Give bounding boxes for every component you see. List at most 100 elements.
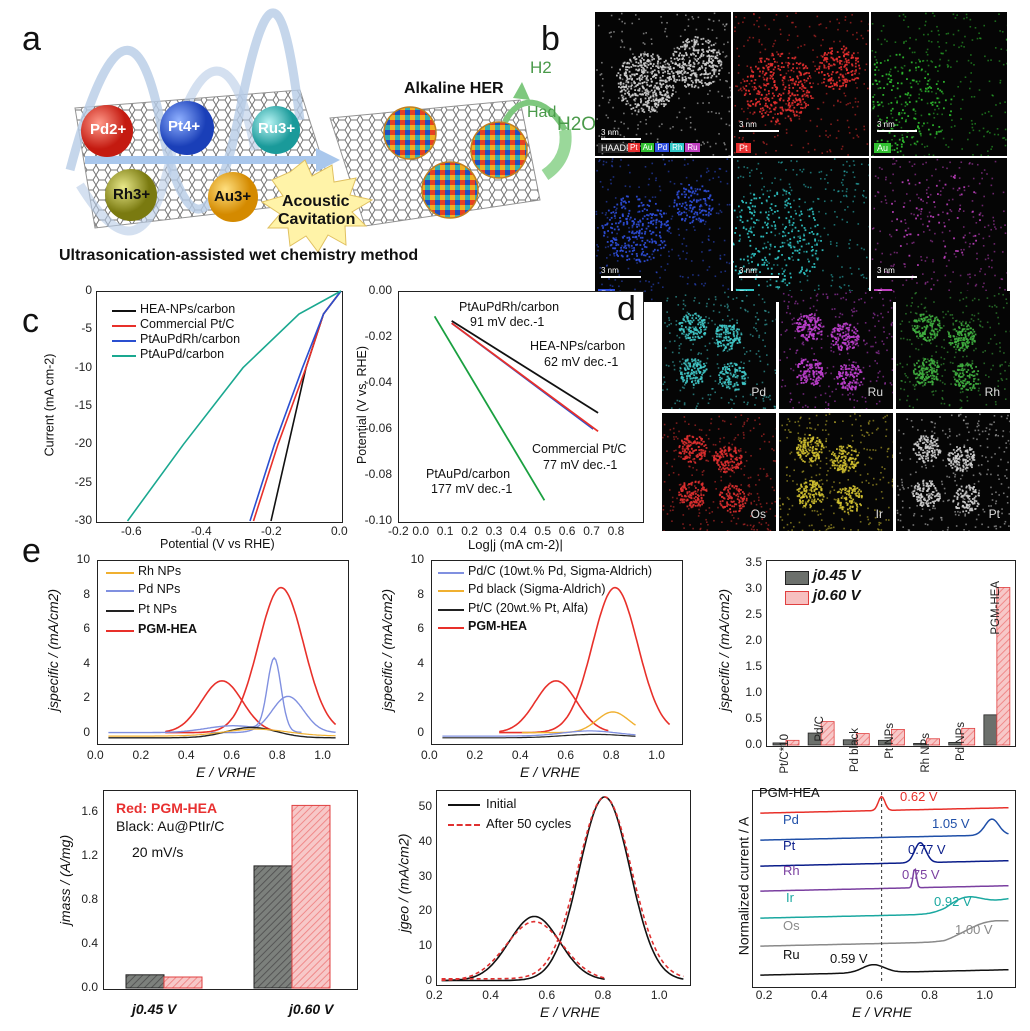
stacked-curve-rh xyxy=(760,868,1009,892)
tafel-ytick: -0.06 xyxy=(364,421,392,435)
cv2-ytick: 8 xyxy=(417,586,424,601)
lsv-ytick: 0 xyxy=(85,283,92,297)
panel-d-label: d xyxy=(617,290,636,328)
scale-bar-label: 3 nm xyxy=(877,120,895,129)
eds-tile-ru-dots xyxy=(871,158,1007,302)
lsv-xlabel: Potential (V vs RHE) xyxy=(160,537,275,551)
cv1-rh xyxy=(108,728,336,737)
eds-tile-pt: Pt 3 nm xyxy=(733,12,869,156)
lsv-swatch-ptaupd xyxy=(112,355,136,357)
eds-tile-os-dots xyxy=(662,414,776,531)
bar2-bar-black xyxy=(253,865,293,989)
bar2-cat-045: j0.45 V xyxy=(132,1001,177,1017)
had-label: Had xyxy=(527,104,557,121)
bar2-bar-red xyxy=(163,976,203,989)
cv1-xtick: 1.0 xyxy=(314,748,331,762)
lsv-swatch-hea xyxy=(112,310,136,312)
bar2-red-label: Red: PGM-HEA xyxy=(116,800,218,816)
lsv-ytick: -25 xyxy=(74,474,92,489)
stacked-row-name: Ru xyxy=(783,947,800,962)
cv2-swatch-pdc xyxy=(438,572,464,574)
eds-tile-ru: Ru3 nm xyxy=(871,158,1007,302)
bar2-ytick: 1.6 xyxy=(81,804,98,818)
eds-tile-pt-label: Pt xyxy=(736,143,751,153)
cv2-pgm-reverse xyxy=(499,680,609,733)
eds-tile-pd: Pd3 nm xyxy=(595,158,731,302)
bar1-bar-060 xyxy=(785,739,800,746)
stacked-peak-label: 0.77 V xyxy=(908,842,946,857)
stacked-xtick: 1.0 xyxy=(976,988,994,1002)
eds-tile-rh-label: Rh xyxy=(984,385,1000,399)
bar1-bar-060 xyxy=(926,738,940,746)
bar2-bar-red xyxy=(291,804,331,989)
lsv-swatch-ptc xyxy=(112,325,136,327)
scale-bar xyxy=(739,130,779,132)
tafel-xtick: 0.8 xyxy=(607,524,625,538)
cv1-legend-pt: Pt NPs xyxy=(138,602,177,616)
cv2-pdblack xyxy=(521,711,636,734)
tafel-xtick: 0.1 xyxy=(436,524,454,538)
tafel-xtick: -0.2 xyxy=(388,524,409,538)
lsv-legend-ptaupd: PtAuPd/carbon xyxy=(140,347,225,361)
stacked-curve-pgm-hea xyxy=(760,795,1009,814)
eds-tile-ir-label: Ir xyxy=(875,507,883,521)
cv2-ytick: 6 xyxy=(417,621,424,636)
cv2-legend-pdblack: Pd black (Sigma-Aldrich) xyxy=(468,582,606,596)
scale-bar-label: 3 nm xyxy=(739,266,757,275)
lsv-ytick: -30 xyxy=(74,513,92,527)
haadf-legend-item: Ru xyxy=(685,143,700,152)
lsv-ytick: -20 xyxy=(74,436,92,451)
cv3-legend-after: After 50 cycles xyxy=(486,816,572,831)
stacked-xtick: 0.2 xyxy=(755,988,773,1002)
tafel-ytick: -0.08 xyxy=(364,467,392,481)
tafel-xtick: 0.7 xyxy=(583,524,600,538)
bar1-bar-060 xyxy=(820,721,835,746)
bar1-ytick: 2.5 xyxy=(745,607,762,621)
tafel-series-3 xyxy=(433,315,546,501)
scale-bar-label: 3 nm xyxy=(877,266,895,275)
ion-au: Au3+ xyxy=(214,188,252,205)
cv1-swatch-pt xyxy=(106,610,134,612)
cv2-xtick: 0.4 xyxy=(511,748,529,762)
bar1-ytick: 1.0 xyxy=(745,685,762,699)
eds-tile-haadf-dots xyxy=(596,12,731,156)
cv3-ytick: 30 xyxy=(418,868,432,883)
cv2-legend-ptc: Pt/C (20wt.% Pt, Alfa) xyxy=(468,601,589,615)
stacked-xlabel: E / VRHE xyxy=(852,1004,912,1020)
bar2-ytick: 0.4 xyxy=(81,936,98,950)
cv3-ytick: 40 xyxy=(418,833,432,848)
cv1-pd-reverse xyxy=(210,695,336,734)
tafel-ann-ptaupdrh-name: PtAuPdRh/carbon xyxy=(459,300,560,314)
cv2-swatch-pdblack xyxy=(438,590,464,592)
stacked-row-name: Rh xyxy=(783,863,800,878)
cv2-ytick: 4 xyxy=(417,655,424,670)
eds-tile-rh: Rh xyxy=(896,291,1010,409)
eds-tile-ir: Ir xyxy=(779,413,893,531)
tafel-xtick: 0.6 xyxy=(558,524,576,538)
lsv-series-2 xyxy=(249,290,342,522)
bar2-ytick: 0.8 xyxy=(81,892,98,906)
bar1-ytick: 0.5 xyxy=(745,711,762,725)
cv1-swatch-pgm xyxy=(106,630,134,632)
cv3-xtick: 0.4 xyxy=(482,988,499,1002)
cv2-xtick: 0.6 xyxy=(557,748,575,762)
cv3-xtick: 0.6 xyxy=(538,988,556,1002)
ion-rh: Rh3+ xyxy=(113,186,151,203)
cv2-ytick: 2 xyxy=(417,690,424,705)
bar1-ytick: 2.0 xyxy=(745,633,762,647)
eds-tile-os: Os xyxy=(662,413,776,531)
cv3-xtick: 0.8 xyxy=(594,988,612,1002)
tafel-ann-ptc-slope: 77 mV dec.-1 xyxy=(543,458,618,472)
stacked-peak-label: 1.00 V xyxy=(955,922,993,937)
stacked-curve-ru xyxy=(760,963,1009,976)
cv2-ytick: 0 xyxy=(417,724,424,739)
tafel-ann-hea-slope: 62 mV dec.-1 xyxy=(544,355,619,369)
tafel-ann-ptaupd-name: PtAuPd/carbon xyxy=(426,467,511,481)
tafel-ann-hea-name: HEA-NPs/carbon xyxy=(530,339,626,353)
cv2-xtick: 0.2 xyxy=(466,748,484,762)
haadf-legend-item: Au xyxy=(640,143,655,152)
cv2-legend-pdc: Pd/C (10wt.% Pd, Sigma-Aldrich) xyxy=(468,564,653,578)
lsv-ytick: -5 xyxy=(81,321,92,336)
